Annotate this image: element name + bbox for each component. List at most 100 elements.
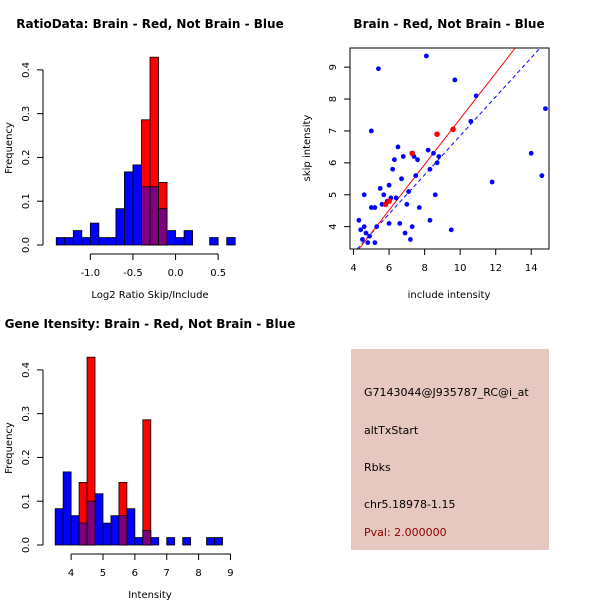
intensity-scatter: Brain - Red, Not Brain - Blue 4 6 8 10 12 14 4… [302,17,550,301]
scatter-point-blue [416,205,422,210]
chart0-blue-bar [98,237,108,246]
chart2-blue-bar [126,508,136,546]
chart2-blue-bar [166,537,176,546]
scatter-point-blue [425,147,431,153]
scatter-point-blue [377,185,383,191]
chart1-ytick-label: 6 [328,160,339,166]
scatter-point-blue [543,106,548,112]
intensity-histogram-xlabel: Intensity [128,590,172,600]
scatter-point-blue [489,179,495,185]
chart0-ytick-label: 0.2 [21,149,32,165]
scatter-point-blue [528,150,534,156]
scatter-point-blue [361,224,367,230]
chart0-blue-bar [55,237,66,246]
chart0-blue-bar [209,237,219,246]
scatter-xlabel: include intensity [408,290,491,301]
scatter-point-blue [431,150,436,156]
chart0-blue-bar [106,237,117,246]
chart0-blue-bar [132,164,142,246]
scatter-point-red [386,198,392,204]
scatter-point-blue [372,240,378,246]
scatter-point-blue [539,173,545,179]
scatter-point-red [382,201,389,208]
info-panel: G7143044@J935787_RC@i_at altTxStart Rbks… [351,349,549,550]
chart2-overlap-bar [78,522,88,546]
chart1-xtick-label: 14 [525,263,538,274]
scatter-point-blue [368,128,374,134]
chart2-ytick-label: 0.0 [21,537,32,553]
scatter-point-blue [452,77,458,83]
chart0-blue-bar [226,237,236,246]
scatter-point-blue [365,240,371,246]
scatter-point-blue [360,237,365,242]
chart2-red-bar [142,419,152,546]
chart1-ytick-label: 4 [328,223,339,229]
chart0-xtick-label: -1.0 [81,268,101,279]
chart0-blue-bar [89,222,100,246]
chart2-overlap-bar [142,530,152,546]
chart0-blue-bar [124,171,134,246]
chart0-blue-bar [175,237,185,246]
chart0-blue-bar [72,230,83,246]
chart1-xtick-label: 10 [454,263,467,274]
chart2-blue-bar [94,493,104,546]
ratio-histogram-xlabel: Log2 Ratio Skip/Include [91,290,208,301]
scatter-point-blue [473,93,479,99]
scatter-point-red [434,131,440,137]
chart0-ytick-label: 0.3 [21,106,32,122]
chart2-blue-bar [134,537,144,546]
scatter-point-red [450,126,456,133]
chart2-blue-bar [62,471,72,546]
info-panel-background [351,349,549,550]
scatter-point-blue [356,217,362,223]
scatter-point-blue [413,173,419,179]
scatter-point-blue [402,230,408,236]
scatter-point-blue [368,205,374,210]
scatter-point-blue [393,195,399,201]
chart2-overlap-bar [86,500,96,546]
chart0-blue-bar [64,237,74,246]
chart0-overlap-bar [158,208,168,246]
scatter-point-blue [427,217,433,223]
chart0-xtick-label: 0.0 [168,268,184,279]
scatter-point-blue [390,166,396,172]
chart0-blue-bar [166,230,176,246]
scatter-point-blue [406,189,412,194]
scatter-point-blue [432,192,438,198]
scatter-point-blue [386,182,392,188]
chart2-ytick-label: 0.3 [21,406,32,422]
chart2-blue-bar [206,537,215,546]
chart2-xtick-label: 6 [132,568,138,579]
scatter-point-red [409,150,415,157]
scatter-point-blue [367,233,372,239]
chart2-blue-bar [70,515,80,546]
chart0-xtick-label: -0.5 [123,268,143,279]
scatter-point-blue [448,227,454,233]
fit-line-blue [356,47,541,250]
chart0-blue-bar [81,237,91,246]
info-pval: Pval: 2.000000 [364,526,447,539]
scatter-point-blue [386,221,392,226]
intensity-histogram: Gene Itensity: Brain - Red, Not Brain - … [4,317,295,600]
chart0-blue-bar [115,208,125,246]
chart2-ytick-label: 0.2 [21,449,32,465]
chart2-blue-bar [150,537,160,546]
chart1-xtick-label: 12 [489,263,502,274]
scatter-point-blue [372,205,378,210]
scatter-point-blue [424,53,429,59]
scatter-ylabel: skip intensity [302,115,313,182]
chart0-ytick-label: 0.1 [21,193,32,209]
chart1-ytick-label: 8 [328,96,339,102]
scatter-point-blue [392,157,397,163]
chart1-ytick-label: 5 [328,192,339,198]
scatter-point-blue [434,160,440,166]
chart2-blue-bar [54,508,64,546]
info-event-type: altTxStart [364,424,419,437]
chart1-xtick-label: 6 [386,263,392,274]
chart2-ytick-label: 0.1 [21,493,32,509]
chart0-ytick-label: 0.0 [21,237,32,253]
chart2-xtick-label: 8 [195,568,201,579]
chart2-overlap-bar [118,515,128,546]
info-gene-name: Rbks [364,461,391,474]
